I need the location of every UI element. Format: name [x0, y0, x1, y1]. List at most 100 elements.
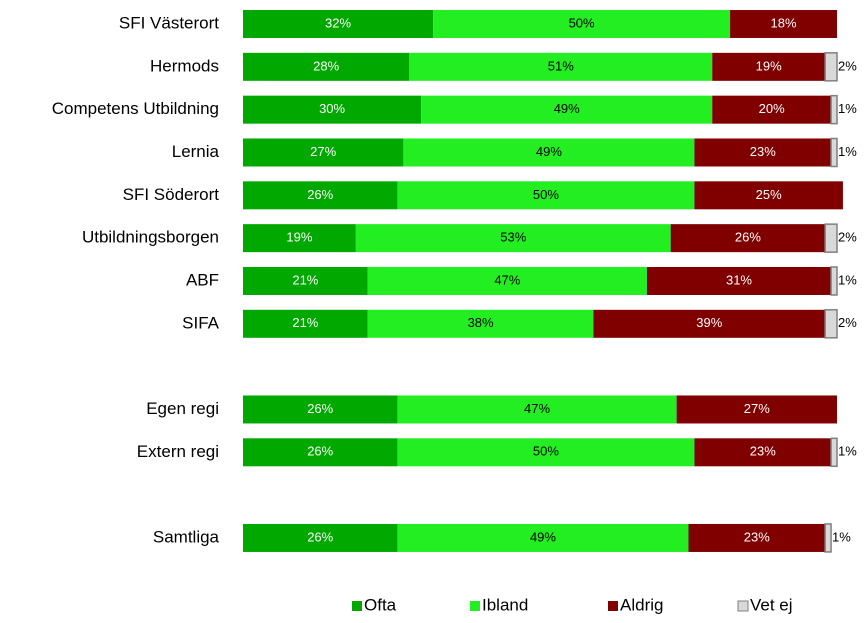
category-label: Samtliga	[153, 527, 220, 546]
category-label: ABF	[186, 270, 219, 289]
value-label: 38%	[468, 315, 494, 330]
bar-segment	[409, 52, 713, 81]
value-label: 1%	[838, 144, 857, 159]
bar-segment	[243, 395, 398, 424]
bar-segment	[646, 266, 832, 295]
value-label: 23%	[744, 529, 770, 544]
category-label: Lernia	[172, 142, 220, 161]
bar-segment	[670, 224, 826, 253]
value-label: 23%	[750, 444, 776, 459]
value-label: 49%	[554, 101, 580, 116]
value-label: 51%	[548, 58, 574, 73]
value-label: 1%	[838, 444, 857, 459]
value-label: 47%	[494, 272, 520, 287]
value-label: 2%	[838, 230, 857, 245]
value-label: 26%	[307, 401, 333, 416]
value-label: 19%	[286, 230, 312, 245]
legend-swatch	[608, 601, 618, 611]
bar-segment	[243, 224, 356, 253]
bar-segment	[397, 181, 695, 210]
value-label: 26%	[307, 444, 333, 459]
bar-segment	[730, 10, 837, 38]
value-label: 1%	[832, 529, 851, 544]
bar-segment	[433, 10, 731, 38]
value-label: 50%	[533, 444, 559, 459]
value-label: 49%	[536, 144, 562, 159]
bar-segment	[694, 181, 843, 210]
value-label: 27%	[310, 144, 336, 159]
value-label: 28%	[313, 58, 339, 73]
bar-segment	[367, 309, 594, 338]
bar-segment	[421, 95, 713, 124]
category-label: Hermods	[150, 56, 219, 75]
bar-segment	[243, 138, 404, 167]
category-label: Egen regi	[146, 399, 219, 418]
value-label: 1%	[838, 101, 857, 116]
value-label: 2%	[838, 58, 857, 73]
legend-swatch	[352, 601, 362, 611]
bar-segment	[243, 438, 398, 467]
legend-label: Aldrig	[620, 595, 663, 614]
category-label: Competens Utbildning	[52, 99, 219, 118]
value-label: 50%	[533, 187, 559, 202]
bar-segment	[403, 138, 695, 167]
bar-segment	[830, 437, 838, 468]
bar-segment	[243, 523, 398, 552]
value-label: 30%	[319, 101, 345, 116]
category-label: SFI Söderort	[123, 185, 220, 204]
value-label: 26%	[307, 187, 333, 202]
value-label: 19%	[756, 58, 782, 73]
bar-segment	[243, 52, 410, 81]
bar-segment	[824, 52, 838, 82]
value-label: 53%	[500, 230, 526, 245]
bar-segment	[397, 395, 677, 424]
legend-swatch	[737, 600, 749, 612]
category-label: Utbildningsborgen	[82, 228, 219, 247]
bar-segment	[824, 223, 838, 253]
legend-swatch	[470, 601, 480, 611]
value-label: 39%	[696, 315, 722, 330]
value-label: 47%	[524, 401, 550, 416]
value-label: 21%	[292, 272, 318, 287]
value-label: 32%	[325, 15, 351, 30]
bar-segment	[243, 181, 398, 210]
value-label: 20%	[759, 101, 785, 116]
category-label: SIFA	[182, 313, 220, 332]
value-label: 23%	[750, 144, 776, 159]
bar-segment	[712, 95, 832, 124]
value-label: 25%	[756, 187, 782, 202]
value-label: 21%	[292, 315, 318, 330]
category-label: Extern regi	[137, 442, 219, 461]
legend-label: Vet ej	[750, 595, 793, 614]
value-label: 18%	[771, 15, 797, 30]
bar-segment	[593, 309, 826, 338]
bar-segment	[830, 266, 838, 296]
bar-segment	[355, 224, 671, 253]
bar-segment	[688, 523, 826, 552]
legend-label: Ofta	[364, 595, 397, 614]
bar-segment	[243, 10, 434, 38]
value-label: 26%	[307, 529, 333, 544]
legend-label: Ibland	[482, 595, 528, 614]
bar-segment	[830, 137, 838, 168]
bar-segment	[397, 523, 689, 552]
value-label: 31%	[726, 272, 752, 287]
bar-segment	[694, 138, 832, 167]
bar-segment	[824, 523, 832, 553]
bar-segment	[243, 266, 368, 295]
value-label: 27%	[744, 401, 770, 416]
value-label: 1%	[838, 272, 857, 287]
value-label: 2%	[838, 315, 857, 330]
bar-segment	[397, 438, 695, 467]
bar-segment	[676, 395, 837, 424]
bar-segment	[712, 52, 826, 81]
bar-segment	[367, 266, 647, 295]
bar-segment	[830, 94, 838, 125]
value-label: 26%	[735, 230, 761, 245]
bar-segment	[694, 438, 832, 467]
bar-segment	[243, 309, 368, 338]
category-label: SFI Västerort	[119, 13, 219, 32]
bar-segment	[824, 309, 838, 339]
bar-segment	[243, 95, 422, 124]
